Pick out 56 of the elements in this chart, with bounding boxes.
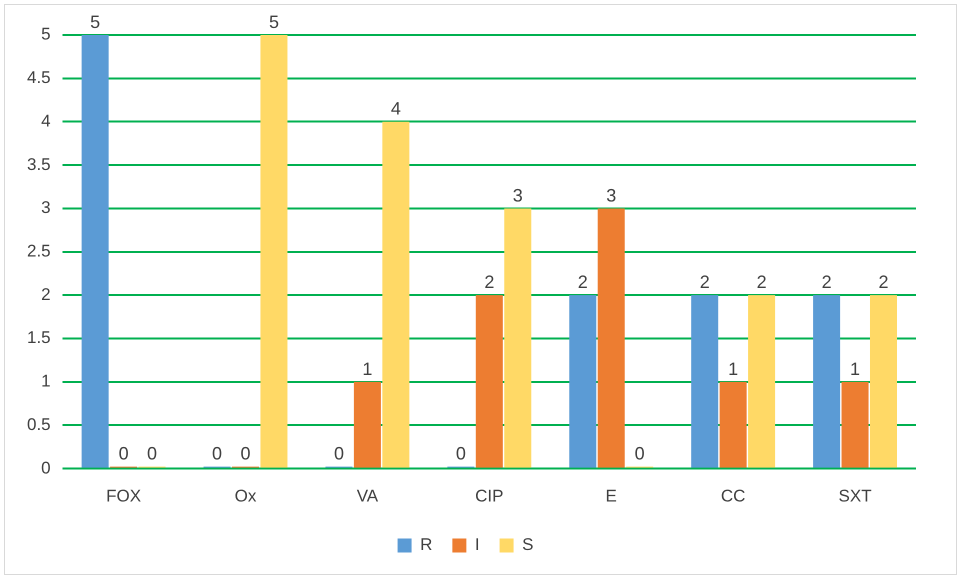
data-label: 2 xyxy=(700,272,710,292)
x-tick-label: CIP xyxy=(475,486,504,506)
bar xyxy=(813,295,840,468)
data-label: 0 xyxy=(118,444,129,464)
data-label: 1 xyxy=(362,358,372,379)
y-tick-label: 4.5 xyxy=(26,68,51,88)
x-tick-label: CC xyxy=(720,486,746,506)
data-label: 3 xyxy=(606,185,616,206)
data-label: 0 xyxy=(456,444,466,464)
bar xyxy=(748,295,776,468)
y-tick-label: 0.5 xyxy=(26,414,51,434)
data-label: 5 xyxy=(90,12,100,32)
y-tick-label: 1 xyxy=(41,372,51,391)
bar xyxy=(569,295,596,468)
data-label: 5 xyxy=(268,12,279,32)
data-label: 4 xyxy=(390,98,401,119)
bar xyxy=(720,382,747,468)
bar xyxy=(354,382,381,468)
y-tick-label: 5 xyxy=(41,24,51,44)
bar xyxy=(382,122,410,468)
data-label: 2 xyxy=(756,272,767,292)
bar xyxy=(598,208,625,468)
data-label: 2 xyxy=(822,272,832,292)
x-tick-label: Ox xyxy=(234,486,257,506)
y-tick-label: 4 xyxy=(41,111,51,130)
y-tick-label: 0 xyxy=(41,458,51,478)
data-label: 2 xyxy=(484,272,494,292)
bar xyxy=(870,295,898,468)
y-tick-label: 2.5 xyxy=(26,241,51,260)
y-tick-label: 2 xyxy=(41,284,51,304)
data-label: 0 xyxy=(634,444,645,464)
bar xyxy=(82,35,109,468)
x-tick-label: VA xyxy=(356,486,379,506)
y-tick-label: 3 xyxy=(41,198,51,218)
x-tick-label: FOX xyxy=(106,486,142,506)
data-label: 0 xyxy=(147,444,158,464)
bar xyxy=(260,35,288,468)
data-label: 3 xyxy=(512,185,523,206)
legend-label: S xyxy=(522,535,534,554)
bar xyxy=(504,208,532,468)
data-label: 1 xyxy=(728,358,738,379)
y-tick-label: 3.5 xyxy=(26,154,51,174)
y-tick-label: 1.5 xyxy=(26,328,51,348)
x-tick-label: E xyxy=(606,486,617,506)
data-label: 0 xyxy=(212,444,222,464)
data-label: 0 xyxy=(334,444,344,464)
legend-label: R xyxy=(420,535,432,554)
bar xyxy=(691,295,718,468)
data-label: 1 xyxy=(850,358,860,379)
data-label: 2 xyxy=(578,272,588,292)
bar xyxy=(842,382,869,468)
data-label: 2 xyxy=(878,272,888,292)
x-tick-label: SXT xyxy=(838,486,872,506)
data-label: 0 xyxy=(240,444,251,464)
bar xyxy=(476,295,503,468)
legend-label: I xyxy=(474,535,480,554)
